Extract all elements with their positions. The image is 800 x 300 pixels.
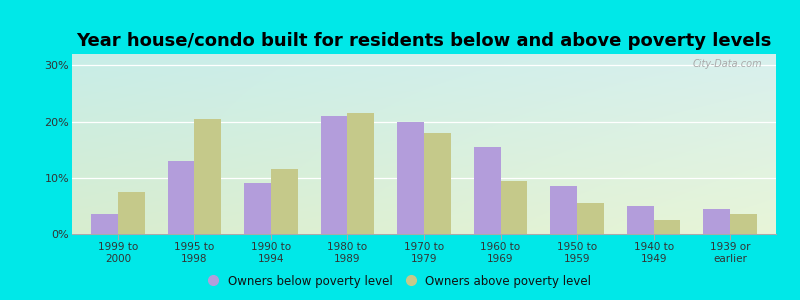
Bar: [168, 161, 194, 234]
Bar: [577, 203, 604, 234]
Bar: [703, 209, 730, 234]
Bar: [626, 206, 654, 234]
Bar: [321, 116, 347, 234]
Bar: [91, 214, 118, 234]
Bar: [424, 133, 450, 234]
Bar: [654, 220, 680, 234]
Bar: [550, 186, 577, 234]
Bar: [118, 192, 145, 234]
Legend: Owners below poverty level, Owners above poverty level: Owners below poverty level, Owners above…: [205, 271, 595, 291]
Bar: [347, 113, 374, 234]
Bar: [271, 169, 298, 234]
Bar: [398, 122, 424, 234]
Bar: [194, 119, 222, 234]
Bar: [501, 181, 527, 234]
Text: City-Data.com: City-Data.com: [692, 59, 762, 69]
Bar: [474, 147, 501, 234]
Title: Year house/condo built for residents below and above poverty levels: Year house/condo built for residents bel…: [76, 32, 772, 50]
Bar: [730, 214, 757, 234]
Bar: [244, 183, 271, 234]
